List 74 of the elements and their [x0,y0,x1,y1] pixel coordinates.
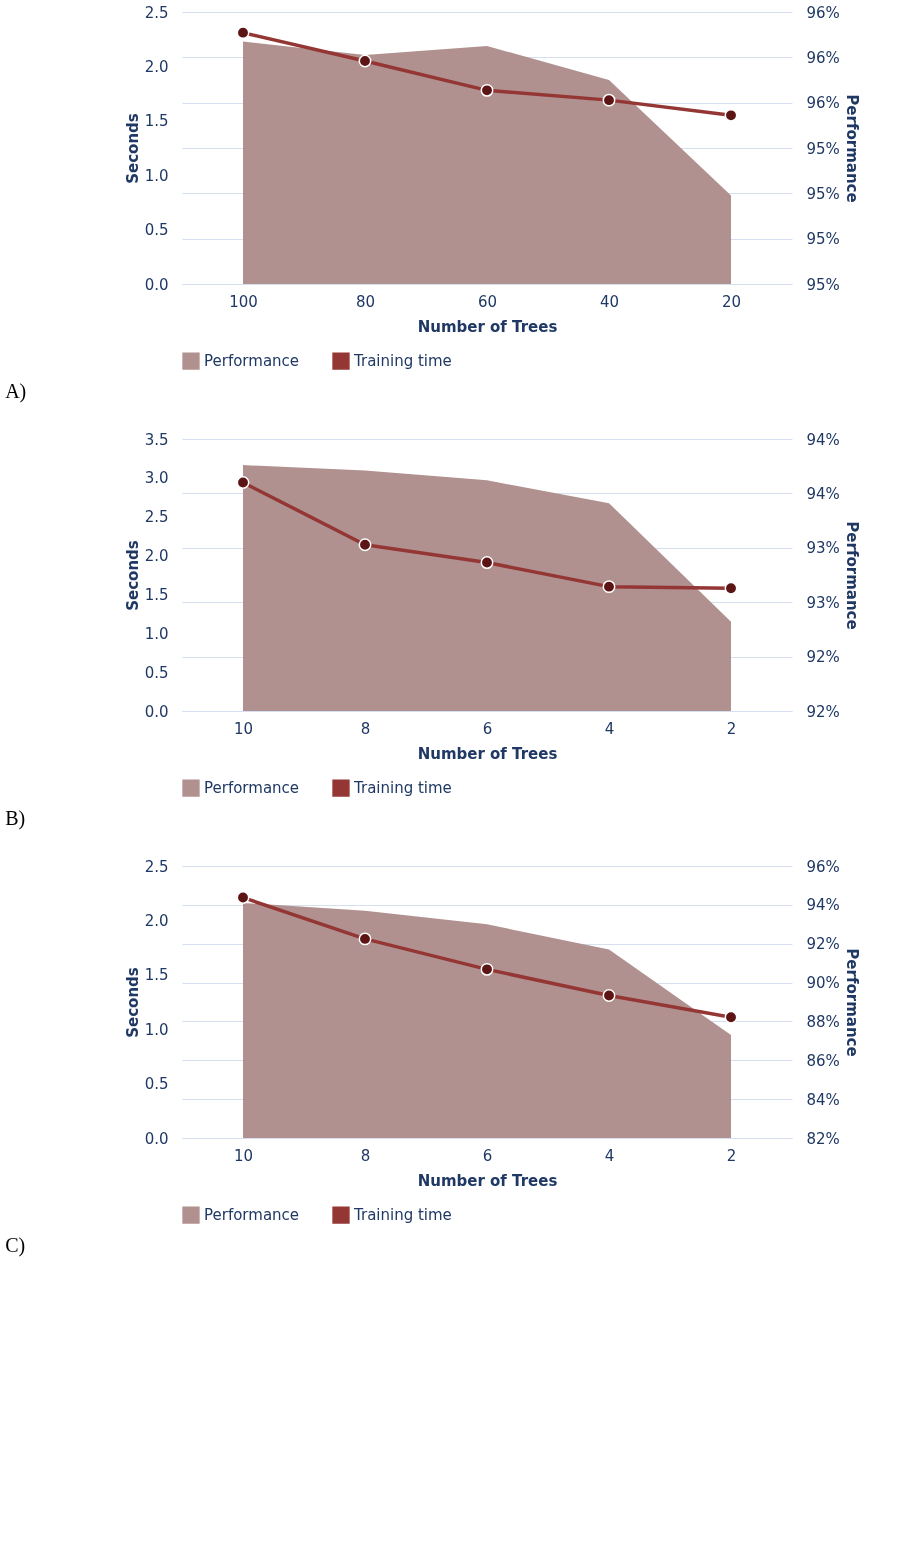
y-axis-title: Seconds [123,113,142,184]
y-tick-label: 1.0 [144,166,169,185]
y-tick-label: 3.0 [144,469,169,488]
x-axis-title: Number of Trees [417,1171,558,1190]
y-axis-title: Seconds [123,540,142,611]
y-tick-label: 3.5 [144,430,169,449]
y2-tick-label: 93% [806,593,840,612]
x-tick-label: 20 [721,292,742,311]
legend-label: Performance [204,779,300,798]
y2-tick-label: 82% [806,1129,840,1148]
y2-tick-label: 94% [806,430,840,449]
legend-label: Training time [353,352,452,371]
x-axis-title: Number of Trees [417,744,558,763]
x-tick-label: 4 [604,719,615,738]
y2-tick-label: 94% [806,896,840,915]
y-tick-label: 2.0 [144,911,169,930]
x-tick-label: 2 [726,1146,737,1165]
y-tick-label: 2.5 [144,508,169,527]
x-tick-label: 100 [229,292,258,311]
y2-tick-label: 92% [806,648,840,667]
y2-tick-label: 95% [806,275,840,294]
y2-tick-label: 84% [806,1090,840,1109]
legend-label: Performance [204,1206,300,1225]
legend-label: Performance [204,352,300,371]
y2-axis-title: Performance [842,948,861,1057]
y2-tick-label: 93% [806,539,840,558]
x-tick-label: 10 [233,719,254,738]
y-tick-label: 2.0 [144,57,169,76]
y-tick-label: 0.0 [144,275,169,294]
x-tick-label: 8 [360,719,371,738]
y-tick-label: 1.0 [144,1020,169,1039]
text: C) [5,1234,26,1257]
y2-tick-label: 96% [806,3,840,22]
y2-tick-label: 95% [806,139,840,158]
y-tick-label: 0.5 [144,663,169,682]
x-tick-label: 6 [482,1146,493,1165]
x-tick-label: 4 [604,1146,615,1165]
legend-label: Training time [353,1206,452,1225]
y-tick-label: 2.5 [144,3,169,22]
x-tick-label: 10 [233,1146,254,1165]
y2-tick-label: 92% [806,935,840,954]
y2-tick-label: 90% [806,974,840,993]
x-axis-title: Number of Trees [417,317,558,336]
x-tick-label: 6 [482,719,493,738]
y2-tick-label: 92% [806,702,840,721]
x-tick-label: 60 [477,292,498,311]
y-tick-label: 0.0 [144,1129,169,1148]
y2-axis-title: Performance [842,94,861,203]
y-tick-label: 2.5 [144,857,169,876]
y-tick-label: 1.5 [144,966,169,985]
y2-tick-label: 96% [806,94,840,113]
x-tick-label: 40 [599,292,620,311]
y-tick-label: 1.5 [144,585,169,604]
text: B) [5,807,26,830]
y2-tick-label: 86% [806,1051,840,1070]
y2-axis-title: Performance [842,521,861,630]
y-tick-label: 1.5 [144,112,169,131]
y2-tick-label: 94% [806,484,840,503]
y2-tick-label: 88% [806,1012,840,1031]
y2-tick-label: 95% [806,230,840,249]
x-tick-label: 8 [360,1146,371,1165]
y-axis-title: Seconds [123,967,142,1038]
y2-tick-label: 95% [806,184,840,203]
y2-tick-label: 96% [806,48,840,67]
y-tick-label: 1.0 [144,624,169,643]
y2-tick-label: 96% [806,857,840,876]
x-tick-label: 2 [726,719,737,738]
text: A) [5,380,27,403]
x-tick-label: 80 [355,292,376,311]
y-tick-label: 2.0 [144,547,169,566]
y-tick-label: 0.5 [144,1075,169,1094]
legend-label: Training time [353,779,452,798]
y-tick-label: 0.5 [144,221,169,240]
y-tick-label: 0.0 [144,702,169,721]
